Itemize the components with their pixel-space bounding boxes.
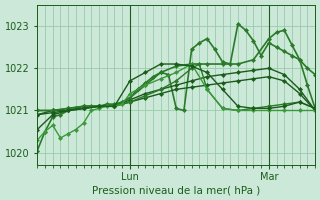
X-axis label: Pression niveau de la mer( hPa ): Pression niveau de la mer( hPa ) <box>92 185 260 195</box>
